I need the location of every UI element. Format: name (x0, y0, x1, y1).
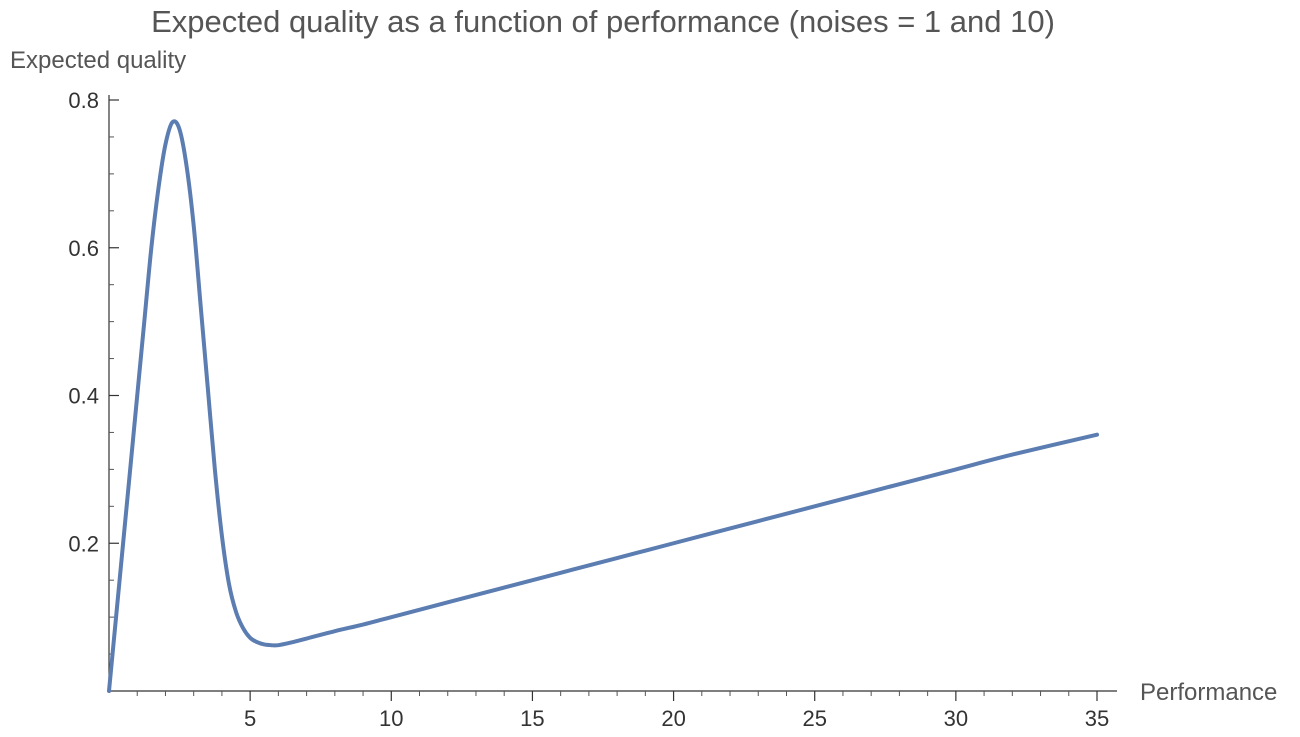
x-tick-label: 5 (244, 706, 256, 731)
x-tick-label: 15 (520, 706, 544, 731)
x-tick-label: 20 (661, 706, 685, 731)
y-tick-label: 0.2 (68, 531, 99, 556)
y-tick-label: 0.6 (68, 236, 99, 261)
series-line (107, 119, 1099, 693)
y-axis-label: Expected quality (10, 47, 186, 74)
chart-title: Expected quality as a function of perfor… (151, 4, 1055, 39)
x-tick-label: 10 (379, 706, 403, 731)
y-tick-label: 0.8 (68, 88, 99, 113)
y-tick-label: 0.4 (68, 384, 99, 409)
x-tick-label: 25 (802, 706, 826, 731)
ticks (109, 99, 1098, 701)
tick-labels: 5 10 15 20 25 30 35 0.2 0.4 0.6 0.8 (68, 88, 1109, 731)
x-axis-label: Performance (1140, 679, 1277, 706)
x-tick-label: 35 (1085, 706, 1109, 731)
x-tick-label: 30 (944, 706, 968, 731)
